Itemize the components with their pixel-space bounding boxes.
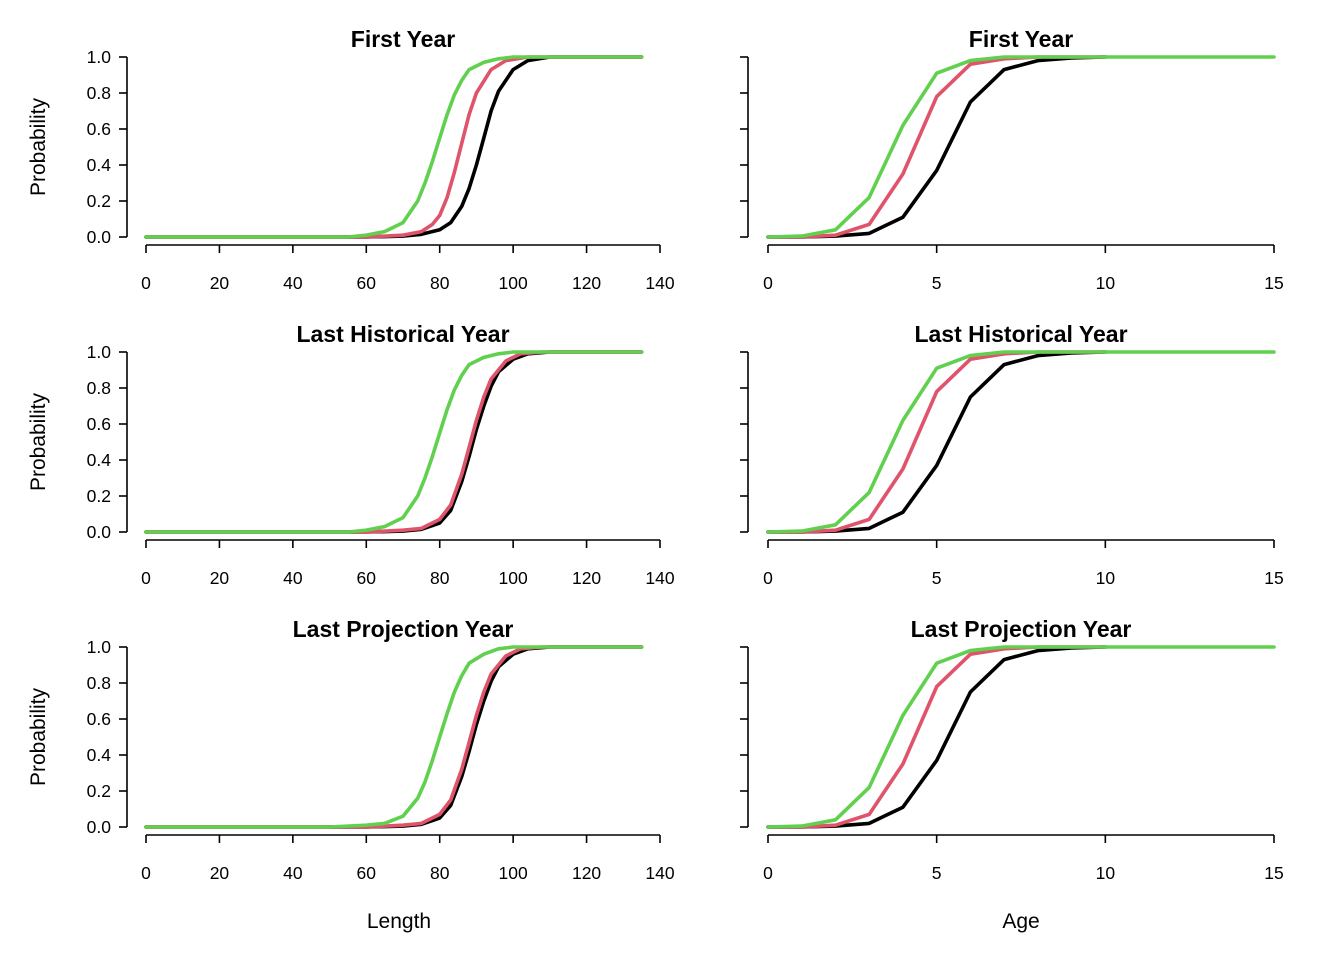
y-tick-label: 0.2 bbox=[87, 191, 111, 211]
x-tick-label: 80 bbox=[430, 273, 450, 293]
series-line-2 bbox=[144, 350, 644, 534]
panel-title: Last Historical Year bbox=[914, 321, 1127, 347]
series-line-2 bbox=[766, 55, 1108, 239]
series-line-2 bbox=[144, 55, 644, 239]
panel-title: First Year bbox=[969, 26, 1073, 52]
y-tick-label: 0.2 bbox=[87, 781, 111, 801]
x-tick-label: 100 bbox=[499, 863, 528, 883]
x-tick-label: 5 bbox=[932, 568, 942, 588]
x-tick-label: 15 bbox=[1264, 863, 1283, 883]
y-tick-label: 0.8 bbox=[87, 83, 111, 103]
x-tick-label: 10 bbox=[1096, 273, 1116, 293]
series-line-1 bbox=[144, 645, 644, 829]
x-tick-label: 120 bbox=[572, 568, 601, 588]
x-tick-label: 10 bbox=[1096, 863, 1116, 883]
x-tick-label: 120 bbox=[572, 273, 601, 293]
series-line-1 bbox=[144, 55, 644, 239]
chart-panel-3: Last Historical Year 0.0 0.2 0.4 0.6 0.8 1.0 0 2… bbox=[27, 321, 675, 588]
series-line-3 bbox=[766, 645, 1276, 829]
y-tick-label: 0.6 bbox=[87, 119, 111, 139]
x-tick-label: 40 bbox=[283, 273, 303, 293]
panel-title: Last Historical Year bbox=[296, 321, 509, 347]
x-tick-label: 100 bbox=[499, 568, 528, 588]
y-tick-label: 0.0 bbox=[87, 522, 112, 542]
x-tick-label: 0 bbox=[763, 568, 773, 588]
y-tick-label: 0.2 bbox=[87, 486, 111, 506]
x-tick-label: 40 bbox=[283, 568, 303, 588]
y-tick-label: 0.6 bbox=[87, 709, 111, 729]
series-line-2 bbox=[144, 645, 644, 829]
x-tick-label: 15 bbox=[1264, 273, 1283, 293]
x-tick-label: 60 bbox=[357, 863, 377, 883]
y-tick-label: 1.0 bbox=[87, 342, 112, 362]
chart-panel-6: Last Projection Year 0 5 10 15 bbox=[740, 616, 1284, 883]
chart-panel-4: Last Historical Year 0 5 10 15 bbox=[740, 321, 1284, 588]
y-tick-label: 0.4 bbox=[87, 745, 112, 765]
series-line-1 bbox=[766, 55, 1108, 239]
x-tick-label: 100 bbox=[499, 273, 528, 293]
y-axis-label: Probability bbox=[27, 97, 50, 196]
y-tick-label: 0.0 bbox=[87, 817, 112, 837]
x-tick-label: 0 bbox=[763, 863, 773, 883]
x-tick-label: 140 bbox=[645, 863, 674, 883]
x-tick-label: 80 bbox=[430, 568, 450, 588]
series-line-1 bbox=[144, 350, 644, 534]
panel-title: Last Projection Year bbox=[911, 616, 1132, 642]
series-line-1 bbox=[766, 350, 1108, 534]
x-tick-label: 20 bbox=[210, 863, 230, 883]
y-tick-label: 0.6 bbox=[87, 414, 111, 434]
x-tick-label: 60 bbox=[357, 273, 377, 293]
x-tick-label: 40 bbox=[283, 863, 303, 883]
x-tick-label: 120 bbox=[572, 863, 601, 883]
x-tick-label: 0 bbox=[763, 273, 773, 293]
y-tick-label: 1.0 bbox=[87, 637, 112, 657]
x-tick-label: 0 bbox=[141, 568, 151, 588]
x-tick-label: 10 bbox=[1096, 568, 1116, 588]
chart-panel-1: First Year 0.0 0.2 0.4 0.6 0.8 1.0 0 20 40 60 80 100… bbox=[27, 26, 675, 293]
series-line-2 bbox=[766, 350, 1108, 534]
x-tick-label: 60 bbox=[357, 568, 377, 588]
y-tick-label: 0.4 bbox=[87, 155, 112, 175]
series-line-1 bbox=[766, 645, 1108, 829]
y-axis-label: Probability bbox=[27, 392, 50, 491]
series-line-3 bbox=[144, 645, 644, 829]
y-tick-label: 0.8 bbox=[87, 378, 111, 398]
y-tick-label: 0.8 bbox=[87, 673, 111, 693]
x-tick-label: 15 bbox=[1264, 568, 1283, 588]
y-tick-label: 0.0 bbox=[87, 227, 112, 247]
series-line-3 bbox=[144, 55, 644, 239]
x-axis-label-length: Length bbox=[367, 910, 431, 933]
y-tick-label: 0.4 bbox=[87, 450, 112, 470]
series-line-3 bbox=[144, 350, 644, 534]
x-tick-label: 5 bbox=[932, 863, 942, 883]
y-axis-label: Probability bbox=[27, 687, 50, 786]
chart-panel-2: First Year 0 5 10 15 bbox=[740, 26, 1284, 293]
x-tick-label: 140 bbox=[645, 568, 674, 588]
x-tick-label: 80 bbox=[430, 863, 450, 883]
panel-title: Last Projection Year bbox=[293, 616, 514, 642]
chart-panel-5: Last Projection Year 0.0 0.2 0.4 0.6 0.8 1.0 0 2… bbox=[27, 616, 675, 883]
x-axis-label-age: Age bbox=[1002, 910, 1039, 933]
x-tick-label: 140 bbox=[645, 273, 674, 293]
x-tick-label: 0 bbox=[141, 273, 151, 293]
x-tick-label: 0 bbox=[141, 863, 151, 883]
panel-title: First Year bbox=[351, 26, 455, 52]
series-line-3 bbox=[766, 55, 1276, 239]
x-tick-label: 20 bbox=[210, 273, 230, 293]
x-tick-label: 20 bbox=[210, 568, 230, 588]
x-tick-label: 5 bbox=[932, 273, 942, 293]
y-tick-label: 1.0 bbox=[87, 47, 112, 67]
series-line-3 bbox=[766, 350, 1276, 534]
series-line-2 bbox=[766, 645, 1108, 829]
